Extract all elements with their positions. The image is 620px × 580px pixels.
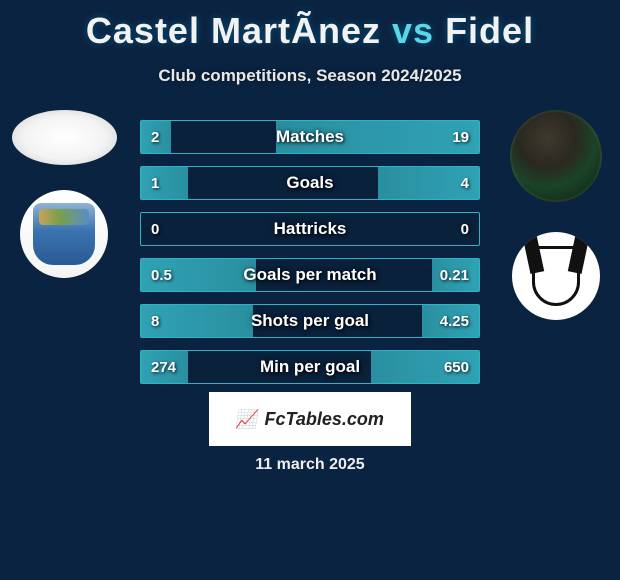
left-column bbox=[8, 110, 120, 278]
stat-label: Hattricks bbox=[141, 213, 479, 245]
stat-row: 14Goals bbox=[140, 166, 480, 200]
right-column bbox=[500, 110, 612, 320]
player2-avatar bbox=[510, 110, 602, 202]
stats-bars: 219Matches 14Goals 00Hattricks 0.50.21Goals… bbox=[140, 120, 480, 396]
stat-row: 84.25Shots per goal bbox=[140, 304, 480, 338]
watermark-text: FcTables.com bbox=[265, 409, 384, 430]
stat-row: 00Hattricks bbox=[140, 212, 480, 246]
vs-separator: vs bbox=[392, 10, 434, 51]
stat-row: 274650Min per goal bbox=[140, 350, 480, 384]
player1-name: Castel MartÃnez bbox=[86, 10, 381, 51]
date-label: 11 march 2025 bbox=[0, 456, 620, 474]
subtitle: Club competitions, Season 2024/2025 bbox=[0, 66, 620, 86]
player1-avatar bbox=[12, 110, 117, 165]
stat-label: Matches bbox=[141, 121, 479, 153]
stat-label: Min per goal bbox=[141, 351, 479, 383]
stat-label: Goals bbox=[141, 167, 479, 199]
page-title: Castel MartÃnez vs Fidel bbox=[0, 0, 620, 52]
watermark: 📈 FcTables.com bbox=[209, 392, 411, 446]
stat-row: 219Matches bbox=[140, 120, 480, 154]
stat-label: Shots per goal bbox=[141, 305, 479, 337]
stat-label: Goals per match bbox=[141, 259, 479, 291]
player2-name: Fidel bbox=[445, 10, 534, 51]
stat-row: 0.50.21Goals per match bbox=[140, 258, 480, 292]
club-logo-right bbox=[512, 232, 600, 320]
watermark-icon: 📈 bbox=[235, 409, 260, 430]
club-logo-left bbox=[20, 190, 108, 278]
